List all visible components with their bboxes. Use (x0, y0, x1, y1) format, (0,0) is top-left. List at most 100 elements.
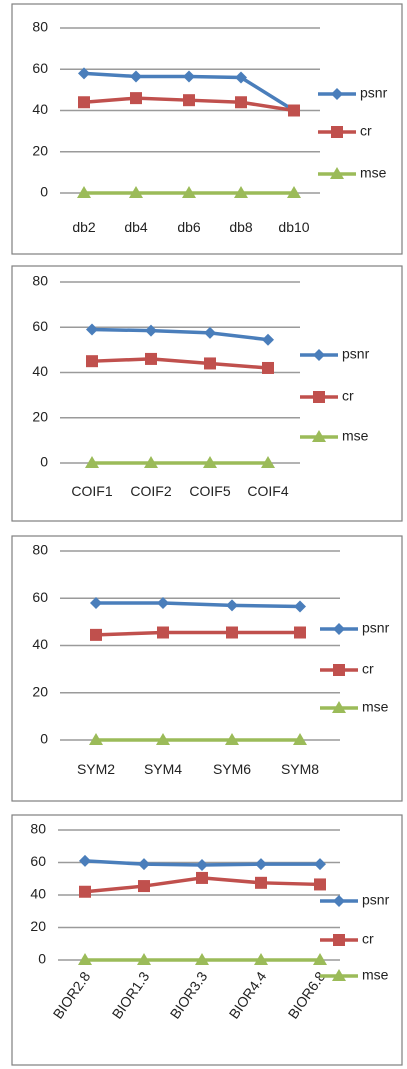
series-mse (78, 953, 327, 965)
y-tick-label: 60 (32, 589, 48, 605)
y-tick-label: 80 (30, 821, 46, 837)
legend-entry-psnr: psnr (320, 620, 390, 636)
legend-label: mse (362, 967, 389, 983)
data-point-psnr (183, 70, 195, 83)
data-point-cr (90, 628, 102, 641)
data-point-cr (145, 352, 157, 365)
legend-marker-cr (333, 934, 345, 946)
legend-entry-mse: mse (320, 699, 389, 715)
series-line-psnr (96, 601, 301, 609)
legend-label: mse (362, 699, 389, 715)
data-point-cr (78, 96, 90, 109)
data-point-cr (255, 876, 267, 889)
data-point-mse (254, 953, 268, 965)
chart-frame (11, 3, 403, 255)
y-tick-label: 40 (32, 636, 48, 652)
data-point-cr (262, 361, 274, 374)
legend-label: psnr (362, 620, 390, 636)
data-point-psnr (138, 858, 150, 871)
legend-entry-psnr: psnr (320, 892, 390, 908)
y-tick-label: 80 (32, 19, 48, 35)
series-line-psnr (91, 327, 269, 342)
data-point-mse (89, 733, 103, 745)
x-tick-label: db10 (278, 219, 309, 235)
data-point-psnr (262, 333, 274, 346)
legend-marker-mse (312, 430, 326, 442)
data-point-psnr (157, 596, 169, 609)
data-point-mse (287, 186, 301, 198)
data-point-psnr (130, 70, 142, 83)
y-tick-label: 80 (32, 542, 48, 558)
legend-marker-mse (330, 167, 344, 179)
data-point-mse (156, 733, 170, 745)
legend-label: cr (362, 931, 374, 947)
series-cr (86, 352, 274, 374)
legend-entry-mse: mse (300, 428, 369, 444)
data-point-cr (130, 92, 142, 105)
data-point-cr (138, 880, 150, 893)
series-mse (85, 456, 275, 468)
y-tick-label: 80 (32, 273, 48, 289)
legend-entry-cr: cr (300, 388, 354, 404)
y-tick-label: 60 (32, 318, 48, 334)
data-point-cr (294, 626, 306, 639)
data-point-cr (86, 355, 98, 368)
legend-marker-cr (313, 391, 325, 403)
x-tick-label: SYM6 (213, 761, 251, 777)
x-tick-label: COIF2 (130, 483, 171, 499)
y-tick-label: 20 (32, 142, 48, 158)
data-point-mse (293, 733, 307, 745)
x-tick-label: SYM4 (144, 761, 182, 777)
legend-entry-cr: cr (318, 123, 372, 139)
data-point-cr (226, 626, 238, 639)
y-tick-label: 20 (32, 408, 48, 424)
legend-label: cr (362, 661, 374, 677)
x-tick-label: db8 (229, 219, 253, 235)
data-point-cr (183, 94, 195, 107)
series-cr (79, 871, 326, 898)
data-point-mse (129, 186, 143, 198)
line-chart-2: 0 20 40 60 80 COIF1 COIF2 COIF5 COIF4 psnr cr mse (11, 265, 403, 522)
legend-label: psnr (342, 346, 370, 362)
legend-label: mse (360, 165, 387, 181)
data-point-cr (196, 871, 208, 884)
x-tick-label: COIF1 (71, 483, 112, 499)
x-tick-label: db4 (124, 219, 148, 235)
y-tick-label: 0 (40, 184, 48, 200)
legend-label: cr (342, 388, 354, 404)
data-point-psnr (86, 323, 98, 336)
data-point-psnr (255, 858, 267, 871)
line-chart-1: 0 20 40 60 80 db2 db4 db6 db8 db10 psnr cr mse (11, 3, 403, 255)
data-point-mse (182, 186, 196, 198)
legend-marker-cr (331, 126, 343, 138)
data-point-mse (313, 953, 327, 965)
legend-entry-cr: cr (320, 931, 374, 947)
y-tick-label: 0 (38, 951, 46, 967)
data-point-mse (137, 953, 151, 965)
y-tick-label: 20 (30, 918, 46, 934)
chart-frame (11, 265, 403, 522)
x-tick-label: db6 (177, 219, 201, 235)
series-line-cr (95, 630, 300, 637)
x-tick-label: SYM2 (77, 761, 115, 777)
x-tick-label: db2 (72, 219, 96, 235)
series-psnr (86, 323, 274, 346)
legend-marker-mse (332, 969, 346, 981)
line-chart-3: 0 20 40 60 80 SYM2 SYM4 SYM6 SYM8 psnr cr mse (11, 535, 403, 802)
legend-marker-cr (333, 664, 345, 676)
legend-label: cr (360, 123, 372, 139)
x-tick-label: COIF5 (189, 483, 230, 499)
data-point-psnr (78, 67, 90, 80)
legend-entry-psnr: psnr (318, 85, 388, 101)
legend-marker-mse (332, 701, 346, 713)
series-mse (77, 186, 301, 198)
data-point-psnr (196, 858, 208, 871)
y-tick-label: 40 (32, 101, 48, 117)
data-point-mse (77, 186, 91, 198)
data-point-cr (288, 104, 300, 117)
data-point-psnr (314, 858, 326, 871)
series-cr (78, 92, 300, 117)
data-point-mse (203, 456, 217, 468)
